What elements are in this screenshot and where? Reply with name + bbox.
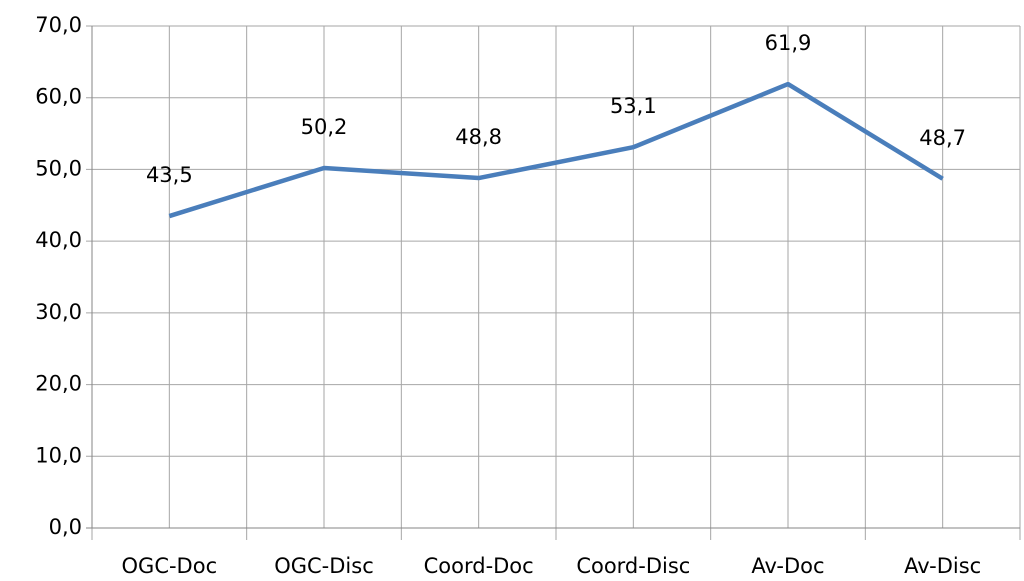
x-tick-label: Av-Disc bbox=[904, 554, 981, 578]
y-tick-label: 0,0 bbox=[49, 515, 82, 539]
y-tick-label: 20,0 bbox=[35, 372, 82, 396]
data-label: 61,9 bbox=[765, 31, 812, 55]
data-label: 50,2 bbox=[301, 115, 348, 139]
data-label: 43,5 bbox=[146, 163, 193, 187]
x-tick-label: OGC-Disc bbox=[274, 554, 374, 578]
y-tick-label: 30,0 bbox=[35, 300, 82, 324]
line-series bbox=[168, 81, 944, 219]
data-label: 48,7 bbox=[919, 126, 966, 150]
x-tick-label: Coord-Disc bbox=[576, 554, 690, 578]
x-tick-label: Av-Doc bbox=[751, 554, 824, 578]
y-tick-label: 70,0 bbox=[35, 13, 82, 37]
data-label: 53,1 bbox=[610, 94, 657, 118]
y-tick-label: 50,0 bbox=[35, 156, 82, 180]
y-tick-label: 10,0 bbox=[35, 443, 82, 467]
x-tick-label: Coord-Doc bbox=[424, 554, 534, 578]
y-tick-label: 60,0 bbox=[35, 85, 82, 109]
data-label: 48,8 bbox=[455, 125, 502, 149]
y-tick-label: 40,0 bbox=[35, 228, 82, 252]
x-tick-label: OGC-Doc bbox=[122, 554, 218, 578]
